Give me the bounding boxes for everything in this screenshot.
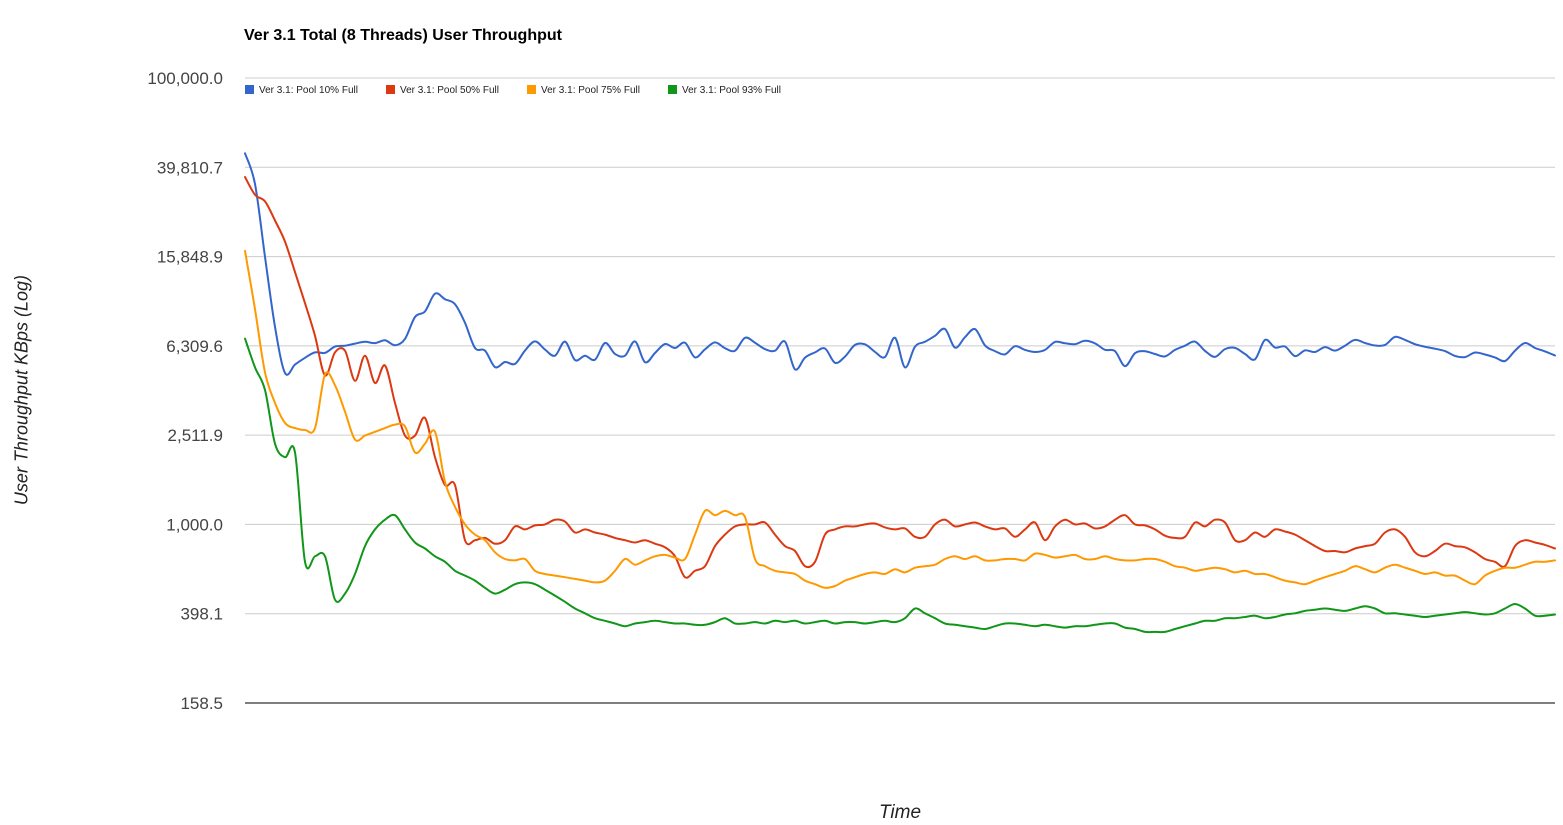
legend-swatch <box>386 85 395 94</box>
legend-label: Ver 3.1: Pool 75% Full <box>541 85 640 96</box>
series-line-3 <box>244 249 1556 589</box>
series-line-1 <box>244 152 1556 376</box>
x-axis-label: Time <box>878 802 922 823</box>
legend-label: Ver 3.1: Pool 50% Full <box>400 85 499 96</box>
y-tick-label: 100,000.0 <box>147 69 223 88</box>
y-tick-label: 2,511.9 <box>168 426 223 445</box>
y-tick-label: 39,810.7 <box>157 158 223 177</box>
y-tick-label: 6,309.6 <box>166 337 223 356</box>
legend: Ver 3.1: Pool 10% Full Ver 3.1: Pool 50% … <box>245 85 781 96</box>
legend-label: Ver 3.1: Pool 93% Full <box>682 85 781 96</box>
y-tick-label: 398.1 <box>180 605 223 624</box>
legend-swatch <box>527 85 536 94</box>
series-line-2 <box>244 176 1556 579</box>
legend-swatch <box>245 85 254 94</box>
series-lines <box>244 152 1556 634</box>
y-tick-labels: 100,000.0 39,810.7 15,848.9 6,309.6 2,511.9 1… <box>147 69 223 713</box>
gridlines <box>245 77 1555 704</box>
legend-label: Ver 3.1: Pool 10% Full <box>259 85 358 96</box>
y-tick-label: 1,000.0 <box>166 515 223 534</box>
chart-title: Ver 3.1 Total (8 Threads) User Throughpu… <box>244 27 562 44</box>
y-tick-label: 15,848.9 <box>157 248 223 267</box>
y-tick-label: 158.5 <box>180 694 223 713</box>
legend-swatch <box>668 85 677 94</box>
series-line-4 <box>244 337 1556 634</box>
